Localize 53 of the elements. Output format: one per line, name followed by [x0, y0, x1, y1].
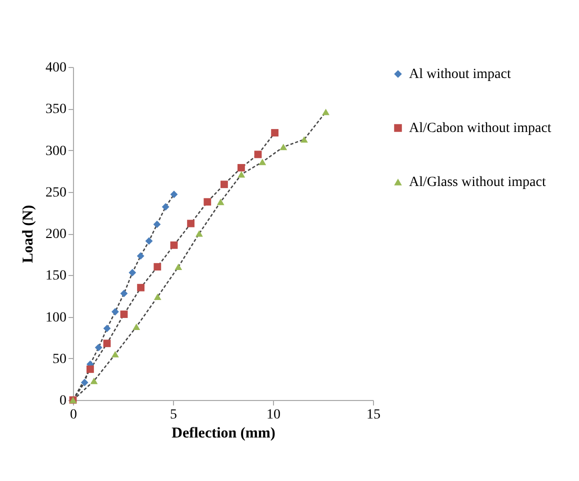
x-tick-label: 0: [70, 408, 77, 422]
point: [254, 150, 262, 158]
point: [195, 230, 203, 237]
y-tick-label: 300: [46, 144, 66, 159]
point: [237, 164, 245, 172]
y-tick-label: 400: [46, 60, 66, 76]
point: [137, 284, 145, 292]
point: [103, 324, 111, 332]
point: [187, 220, 195, 228]
y-tick-label: 100: [46, 310, 66, 326]
x-tick-label: 10: [266, 408, 280, 422]
point: [204, 198, 212, 206]
point: [280, 144, 288, 150]
legend-label: Al/Cabon without impact: [409, 121, 552, 136]
legend-label: Al/Glass without impact: [409, 175, 546, 190]
point: [154, 263, 162, 271]
point: [258, 158, 266, 166]
point: [136, 252, 144, 260]
point: [153, 220, 161, 228]
point: [174, 264, 182, 270]
legend-label: Al without impact: [409, 67, 511, 82]
point: [162, 203, 170, 211]
point: [145, 237, 153, 245]
point: [128, 268, 136, 276]
point: [111, 351, 119, 358]
y-tick-label: 0: [60, 394, 66, 408]
point: [220, 180, 228, 188]
y-tick-label: 200: [46, 227, 66, 242]
point: [154, 294, 162, 300]
y-tick-label: 350: [46, 102, 66, 118]
point: [94, 344, 102, 352]
point: [86, 365, 94, 373]
y-tick-label: 50: [52, 352, 66, 367]
point: [238, 171, 246, 178]
x-tick-label: 15: [366, 408, 380, 422]
point: [271, 129, 279, 136]
point: [170, 241, 178, 249]
point: [132, 324, 140, 330]
point: [103, 340, 111, 348]
point: [120, 310, 128, 318]
point: [111, 308, 119, 316]
point: [90, 378, 98, 384]
point: [80, 378, 88, 386]
point: [300, 136, 308, 143]
x-tick-label: 5: [170, 408, 177, 422]
x-axis-title: Deflection (mm): [172, 426, 276, 442]
point: [216, 198, 224, 206]
y-tick-label: 150: [46, 268, 66, 284]
y-axis-title: Load (N): [20, 205, 36, 263]
point: [170, 190, 178, 198]
point: [120, 290, 128, 298]
y-tick-label: 250: [46, 185, 66, 200]
point: [322, 108, 330, 116]
